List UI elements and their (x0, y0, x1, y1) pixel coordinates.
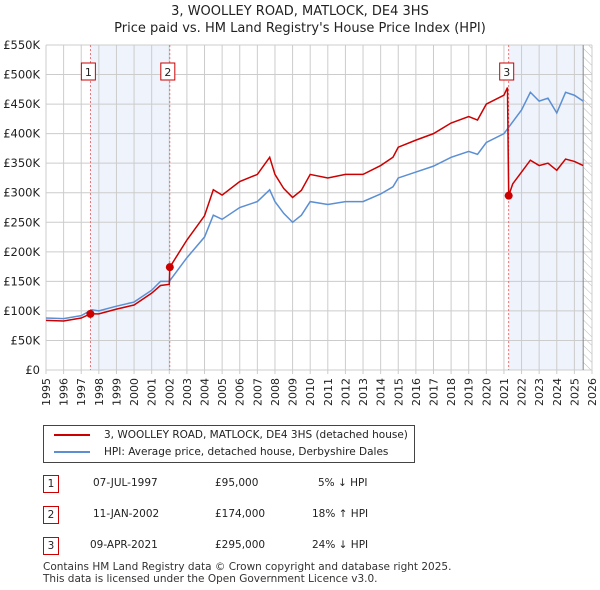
x-tick-label: 2019 (463, 378, 476, 406)
sale-point (504, 191, 513, 200)
x-tick-label: 2018 (445, 378, 458, 406)
legend-label: 3, WOOLLEY ROAD, MATLOCK, DE4 3HS (detac… (104, 429, 408, 441)
transaction-hpi: 24% ↓ HPI (312, 539, 369, 551)
x-tick-label: 2009 (287, 378, 300, 406)
sale-label-box (80, 62, 96, 81)
x-tick-label: 2005 (216, 378, 229, 406)
y-tick-label: £250K (3, 215, 40, 229)
sale-label: 3 (503, 66, 510, 79)
x-tick-label: 2015 (392, 378, 405, 406)
y-tick-label: £100K (3, 304, 40, 318)
x-tick-label: 2006 (234, 378, 247, 406)
transaction-number: 1 (43, 475, 59, 493)
footer: Contains HM Land Registry data © Crown c… (43, 561, 451, 585)
x-tick-label: 2023 (533, 378, 546, 406)
x-tick-label: 2025 (568, 378, 581, 406)
property-price-line (45, 87, 584, 322)
x-tick-label: 2014 (375, 378, 388, 406)
x-tick-label: 2001 (146, 378, 159, 406)
x-tick-label: 2012 (339, 378, 352, 406)
legend: 3, WOOLLEY ROAD, MATLOCK, DE4 3HS (detac… (43, 425, 415, 463)
y-tick-label: £400K (3, 127, 40, 141)
x-tick-label: 1996 (58, 378, 71, 406)
x-tick-label: 2017 (427, 378, 440, 406)
footer-licence: This data is licensed under the Open Gov… (43, 573, 378, 585)
transaction-number: 2 (43, 506, 59, 524)
transaction-number: 3 (43, 537, 59, 555)
legend-item-hpi: HPI: Average price, detached house, Derb… (54, 444, 388, 460)
transaction-row: 3 09-APR-2021 £295,000 24% ↓ HPI (43, 537, 403, 555)
transaction-hpi: 5% ↓ HPI (318, 477, 368, 489)
x-tick-label: 2004 (199, 378, 212, 406)
y-tick-label: £150K (3, 274, 40, 288)
legend-label: HPI: Average price, detached house, Derb… (104, 446, 389, 458)
transaction-date: 09-APR-2021 (90, 539, 158, 551)
x-tick-label: 2020 (480, 378, 493, 406)
x-tick-label: 2003 (181, 378, 194, 406)
y-tick-label: £50K (11, 333, 41, 347)
forecast-hatch (583, 45, 592, 370)
transaction-price: £295,000 (215, 539, 266, 551)
y-tick-label: £550K (3, 38, 40, 52)
transaction-row: 2 11-JAN-2002 £174,000 18% ↑ HPI (43, 506, 403, 524)
chart-title: 3, WOOLLEY ROAD, MATLOCK, DE4 3HS (171, 4, 429, 19)
x-tick-label: 2011 (322, 378, 335, 406)
sale-point (165, 263, 174, 272)
x-tick-label: 1995 (40, 378, 53, 406)
sale-label: 1 (85, 66, 92, 79)
legend-swatch-red (54, 434, 90, 436)
y-tick-label: £500K (3, 68, 40, 82)
transaction-date: 07-JUL-1997 (93, 477, 158, 489)
x-tick-label: 1998 (93, 378, 106, 406)
chart-subtitle: Price paid vs. HM Land Registry's House … (114, 21, 486, 36)
footer-copyright: Contains HM Land Registry data © Crown c… (43, 561, 452, 573)
hpi-line (45, 91, 584, 320)
y-tick-label: £350K (3, 156, 40, 170)
sale-label: 2 (164, 66, 171, 79)
x-tick-label: 2000 (128, 378, 141, 406)
y-tick-label: £0 (25, 363, 40, 377)
sale-label-box (160, 62, 176, 81)
x-tick-label: 2021 (498, 378, 511, 406)
x-tick-label: 1999 (110, 378, 123, 406)
y-tick-label: £300K (3, 186, 40, 200)
x-tick-label: 2010 (304, 378, 317, 406)
transaction-row: 1 07-JUL-1997 £95,000 5% ↓ HPI (43, 475, 403, 493)
transaction-price: £174,000 (215, 508, 266, 520)
x-tick-label: 2008 (269, 378, 282, 406)
shaded-period (90, 45, 170, 370)
x-tick-label: 2002 (163, 378, 176, 406)
x-tick-label: 2024 (551, 378, 564, 406)
x-tick-label: 2007 (251, 378, 264, 406)
x-tick-label: 2016 (410, 378, 423, 406)
y-tick-label: £200K (3, 245, 40, 259)
transaction-price: £95,000 (215, 477, 259, 489)
y-tick-label: £450K (3, 97, 40, 111)
x-tick-label: 2022 (516, 378, 529, 406)
x-tick-label: 2013 (357, 378, 370, 406)
legend-item-property: 3, WOOLLEY ROAD, MATLOCK, DE4 3HS (detac… (54, 427, 408, 443)
transaction-date: 11-JAN-2002 (93, 508, 160, 520)
x-tick-label: 1997 (75, 378, 88, 406)
sale-label-box (499, 62, 515, 81)
legend-swatch-blue (54, 451, 90, 453)
transaction-hpi: 18% ↑ HPI (312, 508, 369, 520)
x-tick-label: 2026 (586, 378, 599, 406)
price-chart: 1995 1996 1997 1998 1999 2000 2001 2002 2003 2004… (3, 38, 599, 406)
sale-point (86, 309, 95, 318)
